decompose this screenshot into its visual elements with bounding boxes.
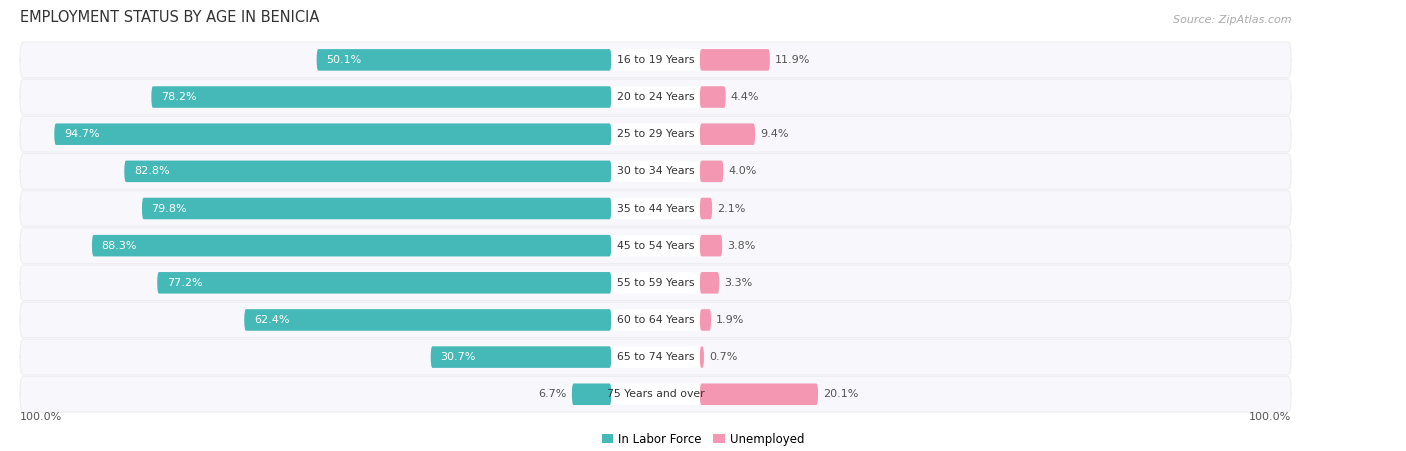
- FancyBboxPatch shape: [20, 377, 1291, 412]
- FancyBboxPatch shape: [700, 346, 704, 368]
- Text: 82.8%: 82.8%: [134, 166, 169, 176]
- FancyBboxPatch shape: [700, 198, 713, 219]
- FancyBboxPatch shape: [245, 309, 612, 331]
- FancyBboxPatch shape: [20, 42, 1291, 78]
- Text: 1.9%: 1.9%: [716, 315, 744, 325]
- FancyBboxPatch shape: [612, 198, 700, 219]
- FancyBboxPatch shape: [612, 383, 700, 405]
- FancyBboxPatch shape: [612, 49, 700, 71]
- Text: 50.1%: 50.1%: [326, 55, 361, 65]
- FancyBboxPatch shape: [91, 235, 612, 257]
- Text: 6.7%: 6.7%: [538, 389, 567, 399]
- Text: 30.7%: 30.7%: [440, 352, 475, 362]
- FancyBboxPatch shape: [612, 346, 700, 368]
- Text: 20 to 24 Years: 20 to 24 Years: [617, 92, 695, 102]
- Text: 45 to 54 Years: 45 to 54 Years: [617, 241, 695, 251]
- FancyBboxPatch shape: [20, 339, 1291, 375]
- FancyBboxPatch shape: [612, 86, 700, 108]
- Text: 4.0%: 4.0%: [728, 166, 756, 176]
- FancyBboxPatch shape: [700, 309, 711, 331]
- FancyBboxPatch shape: [700, 49, 770, 71]
- Text: 0.7%: 0.7%: [709, 352, 737, 362]
- Text: EMPLOYMENT STATUS BY AGE IN BENICIA: EMPLOYMENT STATUS BY AGE IN BENICIA: [20, 9, 319, 25]
- Text: 78.2%: 78.2%: [160, 92, 197, 102]
- Text: 62.4%: 62.4%: [253, 315, 290, 325]
- FancyBboxPatch shape: [20, 265, 1291, 301]
- FancyBboxPatch shape: [612, 124, 700, 145]
- FancyBboxPatch shape: [700, 272, 720, 294]
- FancyBboxPatch shape: [430, 346, 612, 368]
- Text: 55 to 59 Years: 55 to 59 Years: [617, 278, 695, 288]
- Text: 3.3%: 3.3%: [724, 278, 752, 288]
- Text: 75 Years and over: 75 Years and over: [607, 389, 704, 399]
- Text: 94.7%: 94.7%: [63, 129, 100, 139]
- FancyBboxPatch shape: [20, 116, 1291, 152]
- Legend: In Labor Force, Unemployed: In Labor Force, Unemployed: [598, 428, 808, 451]
- FancyBboxPatch shape: [612, 161, 700, 182]
- FancyBboxPatch shape: [55, 124, 612, 145]
- FancyBboxPatch shape: [700, 383, 818, 405]
- Text: 77.2%: 77.2%: [167, 278, 202, 288]
- Text: 65 to 74 Years: 65 to 74 Years: [617, 352, 695, 362]
- Text: 35 to 44 Years: 35 to 44 Years: [617, 203, 695, 213]
- FancyBboxPatch shape: [316, 49, 612, 71]
- FancyBboxPatch shape: [20, 153, 1291, 189]
- FancyBboxPatch shape: [157, 272, 612, 294]
- FancyBboxPatch shape: [612, 272, 700, 294]
- Text: 11.9%: 11.9%: [775, 55, 810, 65]
- Text: 4.4%: 4.4%: [731, 92, 759, 102]
- Text: 79.8%: 79.8%: [152, 203, 187, 213]
- Text: 3.8%: 3.8%: [727, 241, 755, 251]
- FancyBboxPatch shape: [20, 228, 1291, 263]
- Text: 88.3%: 88.3%: [101, 241, 136, 251]
- FancyBboxPatch shape: [572, 383, 612, 405]
- Text: 100.0%: 100.0%: [1249, 412, 1291, 422]
- Text: 20.1%: 20.1%: [823, 389, 859, 399]
- FancyBboxPatch shape: [700, 161, 723, 182]
- Text: 16 to 19 Years: 16 to 19 Years: [617, 55, 695, 65]
- FancyBboxPatch shape: [20, 302, 1291, 338]
- FancyBboxPatch shape: [142, 198, 612, 219]
- FancyBboxPatch shape: [152, 86, 612, 108]
- Text: 60 to 64 Years: 60 to 64 Years: [617, 315, 695, 325]
- FancyBboxPatch shape: [700, 235, 723, 257]
- Text: 2.1%: 2.1%: [717, 203, 745, 213]
- Text: Source: ZipAtlas.com: Source: ZipAtlas.com: [1173, 14, 1291, 25]
- Text: 9.4%: 9.4%: [761, 129, 789, 139]
- Text: 100.0%: 100.0%: [20, 412, 62, 422]
- FancyBboxPatch shape: [124, 161, 612, 182]
- FancyBboxPatch shape: [612, 235, 700, 257]
- FancyBboxPatch shape: [20, 79, 1291, 115]
- FancyBboxPatch shape: [612, 309, 700, 331]
- FancyBboxPatch shape: [20, 191, 1291, 226]
- FancyBboxPatch shape: [700, 124, 755, 145]
- FancyBboxPatch shape: [700, 86, 725, 108]
- Text: 30 to 34 Years: 30 to 34 Years: [617, 166, 695, 176]
- Text: 25 to 29 Years: 25 to 29 Years: [617, 129, 695, 139]
